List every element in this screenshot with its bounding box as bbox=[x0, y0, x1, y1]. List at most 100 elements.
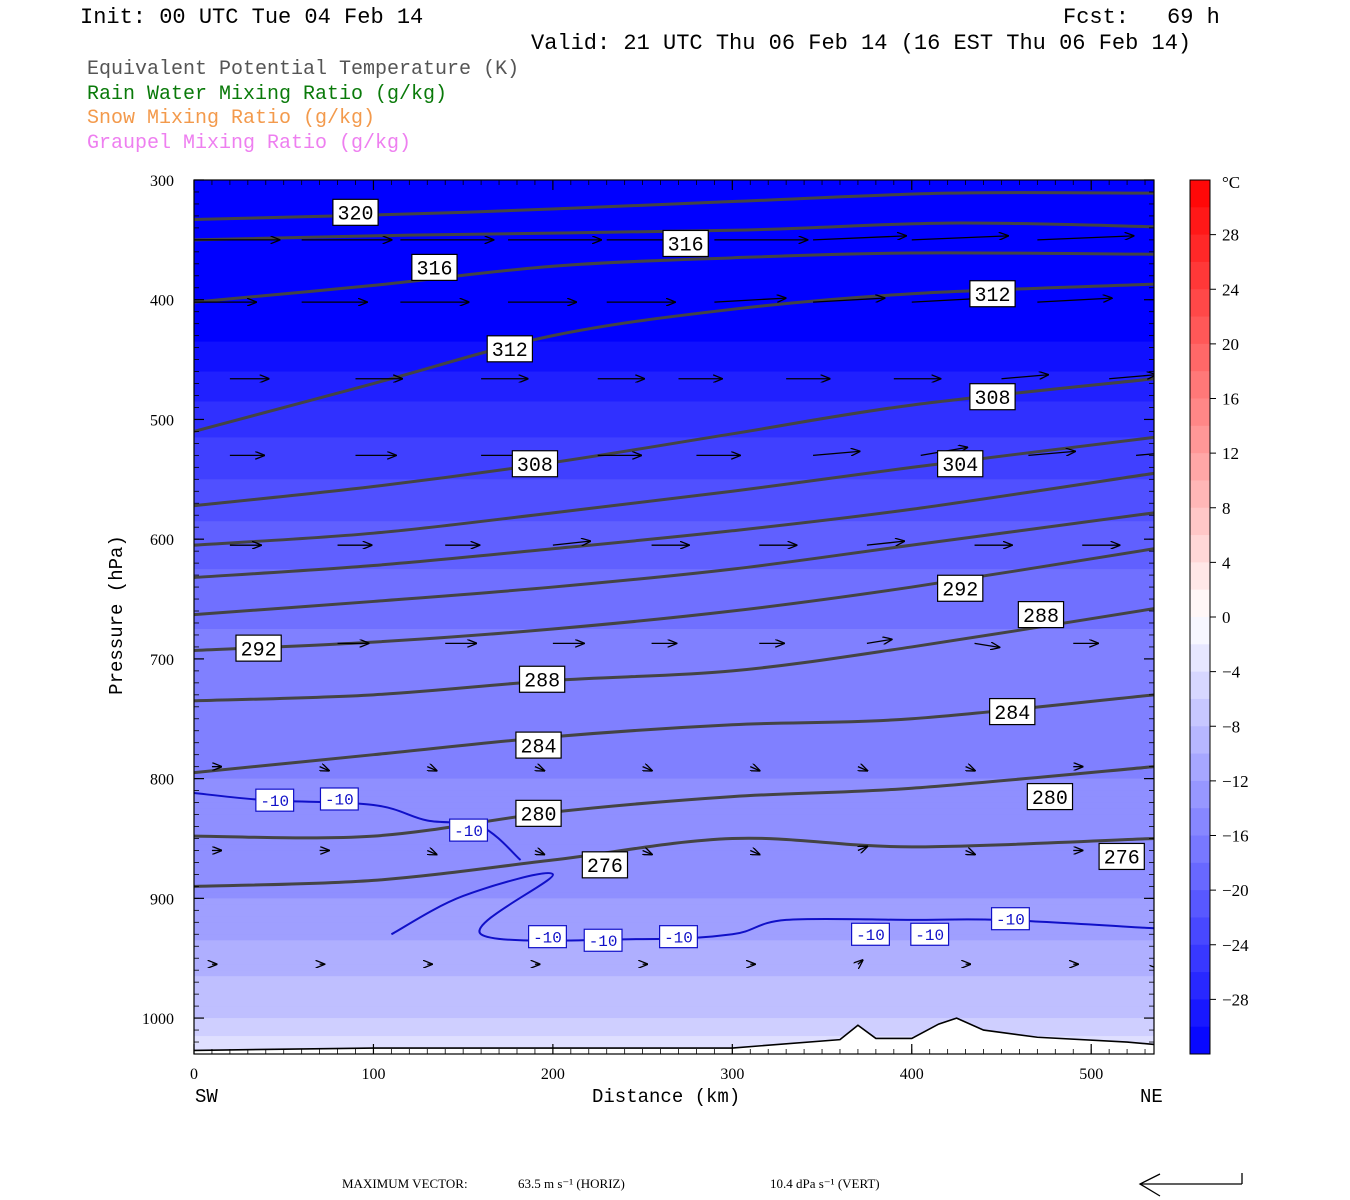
wind-vector bbox=[714, 298, 785, 303]
wind-vector bbox=[750, 850, 759, 854]
colorbar-tick-label: −8 bbox=[1222, 717, 1240, 736]
wind-vector bbox=[320, 767, 329, 771]
theta-e-label-box bbox=[937, 450, 984, 478]
theta-e-contour-300 bbox=[194, 471, 1154, 579]
wind-vector bbox=[966, 850, 975, 854]
theta-e-contour-284 bbox=[194, 693, 1154, 775]
isotherm-label: -10 bbox=[533, 929, 562, 947]
theta-e-label: 284 bbox=[994, 703, 1030, 726]
theta-e-contour-276 bbox=[194, 836, 1154, 888]
colorbar-tick-label: 0 bbox=[1222, 608, 1231, 627]
colorbar-segment bbox=[1190, 180, 1210, 208]
colorbar-segment bbox=[1190, 234, 1210, 263]
theta-e-contour-288 bbox=[194, 607, 1154, 703]
colorbar-tick-label: 8 bbox=[1222, 499, 1231, 518]
theta-e-label: 308 bbox=[974, 388, 1010, 411]
colorbar-segment bbox=[1190, 1026, 1210, 1055]
wind-vector bbox=[535, 850, 544, 854]
isotherm-label: -10 bbox=[260, 793, 289, 811]
y-tick-label: 500 bbox=[150, 412, 174, 429]
colorbar-segment bbox=[1190, 589, 1210, 618]
colorbar-tick-label: −24 bbox=[1222, 936, 1249, 955]
wind-vector bbox=[427, 850, 436, 854]
colorbar-segment bbox=[1190, 862, 1210, 891]
x-axis-right-label: NE bbox=[1140, 1086, 1163, 1108]
theta-e-label-box bbox=[511, 450, 559, 478]
wind-vector bbox=[813, 451, 860, 455]
theta-e-label: 292 bbox=[241, 639, 277, 662]
theta-e-label: 308 bbox=[517, 455, 553, 478]
y-axis-title: Pressure (hPa) bbox=[105, 535, 128, 695]
theta-e-label-box bbox=[518, 665, 566, 693]
theta-e-contours bbox=[194, 191, 1154, 888]
colorbar-segment bbox=[1190, 480, 1210, 509]
wind-vector bbox=[750, 767, 759, 771]
isotherm-label-box bbox=[319, 787, 359, 811]
theta-e-contour-312 bbox=[194, 282, 1154, 433]
x-tick-label: 300 bbox=[720, 1066, 744, 1083]
colorbar-segment bbox=[1190, 835, 1210, 864]
max-vector-horiz: 63.5 m s⁻¹ (HORIZ) bbox=[518, 1176, 625, 1191]
wind-vector bbox=[1037, 298, 1111, 303]
wind-vector bbox=[974, 643, 1000, 647]
y-tick-label: 900 bbox=[150, 891, 174, 908]
colorbar-segment bbox=[1190, 207, 1210, 236]
max-vector-label: MAXIMUM VECTOR: bbox=[342, 1176, 468, 1191]
isotherm-label: -10 bbox=[664, 929, 693, 947]
valid-time: Valid: 21 UTC Thu 06 Feb 14 (16 EST Thu … bbox=[531, 31, 1192, 56]
colorbar-segment bbox=[1190, 261, 1210, 290]
colorbar-segment bbox=[1190, 316, 1210, 345]
colorbar-segment bbox=[1190, 944, 1210, 973]
theta-e-label-box bbox=[332, 198, 379, 226]
theta-e-label: 304 bbox=[942, 455, 978, 478]
theta-e-label-box bbox=[581, 851, 629, 879]
colorbar-tick-label: 24 bbox=[1222, 280, 1240, 299]
y-tick-label: 800 bbox=[150, 772, 174, 789]
x-axis-left-label: SW bbox=[195, 1086, 218, 1108]
x-tick-label: 0 bbox=[190, 1066, 198, 1083]
theta-e-label-box bbox=[515, 799, 562, 827]
isotherm-label: -10 bbox=[454, 823, 483, 841]
isotherm-label: -10 bbox=[589, 933, 618, 951]
theta-e-label: 276 bbox=[1104, 848, 1140, 871]
colorbar-segment bbox=[1190, 398, 1210, 427]
wind-vector bbox=[643, 850, 652, 854]
colorbar-segment bbox=[1190, 808, 1210, 836]
isotherm-label-box bbox=[583, 928, 623, 952]
colorbar-segment bbox=[1190, 890, 1210, 918]
theta-e-label-box bbox=[486, 335, 534, 363]
max-vector-arrow bbox=[1138, 1173, 1243, 1197]
colorbar-segment bbox=[1190, 371, 1210, 399]
terrain bbox=[194, 1017, 1154, 1054]
x-tick-label: 500 bbox=[1079, 1066, 1103, 1083]
theta-e-label: 280 bbox=[1032, 788, 1068, 811]
contour-labels: 320 316 316 312 312 308 308 304 292 292 288 288 284 2… bbox=[235, 198, 1145, 952]
axes: 300 400 500 600 700 800 900 1000 0 100 200 300 400 50… bbox=[142, 173, 1154, 1083]
colorbar-segment bbox=[1190, 617, 1210, 645]
colorbar-segment bbox=[1190, 535, 1210, 563]
colorbar-segment bbox=[1190, 671, 1210, 700]
theta-e-label: 284 bbox=[521, 736, 557, 759]
theta-e-label: 292 bbox=[942, 579, 978, 602]
wind-vector bbox=[858, 767, 867, 771]
theta-e-label-box bbox=[1017, 601, 1065, 629]
theta-e-label: 312 bbox=[974, 285, 1010, 308]
wind-vector bbox=[427, 767, 436, 771]
theta-e-label: 288 bbox=[524, 670, 560, 693]
colorbar-tick-label: −20 bbox=[1222, 881, 1249, 900]
isotherm-label-box bbox=[910, 922, 950, 946]
max-vector-vert: 10.4 dPa s⁻¹ (VERT) bbox=[770, 1176, 880, 1191]
plot-frame bbox=[193, 179, 1155, 1055]
theta-e-label: 312 bbox=[492, 340, 528, 363]
theta-e-contour-316 bbox=[194, 221, 1154, 242]
colorbar-segment bbox=[1190, 562, 1210, 591]
wind-vector bbox=[858, 960, 863, 964]
theta-e-label: 316 bbox=[668, 235, 704, 258]
colorbar-segment bbox=[1190, 753, 1210, 782]
theta-e-label-box bbox=[662, 229, 709, 258]
variable-equivalent-potential-temperature: Equivalent Potential Temperature (K) bbox=[87, 58, 520, 81]
isotherm-label: -10 bbox=[856, 927, 885, 945]
wind-vector bbox=[813, 236, 906, 241]
theta-e-label-box bbox=[969, 383, 1016, 411]
colorbar-tick-label: 12 bbox=[1222, 444, 1239, 463]
